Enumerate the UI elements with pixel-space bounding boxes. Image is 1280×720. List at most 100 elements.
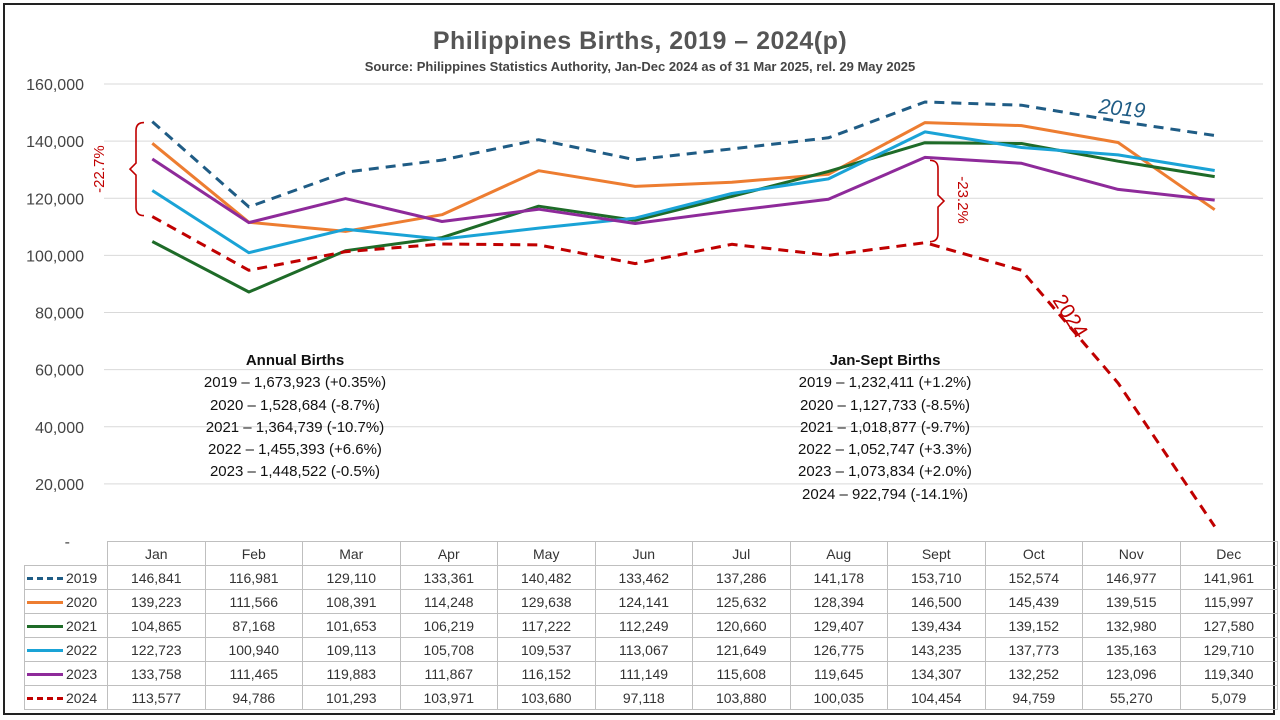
table-cell: 94,786 <box>204 685 303 710</box>
table-cell: 127,580 <box>1179 613 1278 638</box>
jan-sept-births-line: 2020 – 1,127,733 (-8.5%) <box>799 396 971 414</box>
table-cell: 105,708 <box>399 637 498 662</box>
jan-sept-births-line: 2024 – 922,794 (-14.1%) <box>802 485 968 503</box>
table-cell: 123,096 <box>1082 661 1181 686</box>
table-cell: 129,110 <box>302 565 401 590</box>
table-cell: 104,454 <box>887 685 986 710</box>
table-cell: 111,867 <box>399 661 498 686</box>
table-cell: 132,980 <box>1082 613 1181 638</box>
table-cell: 139,515 <box>1082 589 1181 614</box>
label-2024: 2024 <box>1048 290 1092 342</box>
legend-entry: 2024 <box>24 685 108 710</box>
legend-key <box>27 697 63 701</box>
y-tick-label: 40,000 <box>35 420 84 437</box>
x-tick-label: Dec <box>1179 541 1278 566</box>
y-tick-label: 140,000 <box>26 134 84 151</box>
table-row: 2021 104,865 87,168 101,653 106,219 117,222 11… <box>24 613 1278 638</box>
table-cell: 137,286 <box>692 565 791 590</box>
y-tick-label: 20,000 <box>35 477 84 494</box>
legend-entry: 2023 <box>24 661 108 686</box>
annual-births-heading: Annual Births <box>245 352 345 369</box>
table-cell: 124,141 <box>594 589 693 614</box>
series-line-2023 <box>151 155 1215 225</box>
table-cell: 97,118 <box>594 685 693 710</box>
table-cell: 146,500 <box>887 589 986 614</box>
label-2019: 2019 <box>1096 95 1146 123</box>
table-corner <box>25 542 108 566</box>
legend-label: 2023 <box>66 665 98 682</box>
table-cell: 119,645 <box>789 661 888 686</box>
annotation-jan-drop: -22.7% <box>91 145 108 193</box>
chart-subtitle: Source: Philippines Statistics Authority… <box>364 59 916 74</box>
legend-label: 2020 <box>66 593 98 610</box>
table-cell: 112,249 <box>594 613 693 638</box>
table-cell: 122,723 <box>107 637 206 662</box>
table-cell: 134,307 <box>887 661 986 686</box>
table-header-row: Jan Feb Mar Apr May Jun Jul Aug Sept Oct Nov Dec <box>25 541 1278 566</box>
x-tick-label: Mar <box>302 541 401 566</box>
x-tick-label: Sept <box>887 541 986 566</box>
jan-sept-births-line: 2021 – 1,018,877 (-9.7%) <box>799 418 971 436</box>
table-cell: 116,981 <box>204 565 303 590</box>
table-cell: 101,293 <box>302 685 401 710</box>
jan-sept-births-heading: Jan-Sept Births <box>829 352 941 369</box>
table-cell: 140,482 <box>497 565 596 590</box>
table-cell: 100,940 <box>204 637 303 662</box>
table-cell: 126,775 <box>789 637 888 662</box>
table-cell: 133,758 <box>107 661 206 686</box>
series-line-2019 <box>151 100 1215 209</box>
legend-key <box>27 577 63 581</box>
table-cell: 143,235 <box>887 637 986 662</box>
table-cell: 141,178 <box>789 565 888 590</box>
data-table: Jan Feb Mar Apr May Jun Jul Aug Sept Oct Nov Dec 201… <box>24 541 1278 710</box>
annual-births-line: 2022 – 1,455,393 (+6.6%) <box>208 441 382 459</box>
table-cell: 5,079 <box>1179 685 1278 710</box>
x-tick-label: Aug <box>789 541 888 566</box>
annual-births-note: Annual Births 2019 – 1,673,923 (+0.35%) … <box>160 350 430 484</box>
legend-entry: 2021 <box>24 613 108 638</box>
annual-births-line: 2023 – 1,448,522 (-0.5%) <box>209 463 381 481</box>
table-cell: 129,407 <box>789 613 888 638</box>
jan-sept-births-line: 2019 – 1,232,411 (+1.2%) <box>798 374 972 392</box>
table-cell: 113,577 <box>107 685 206 710</box>
x-tick-label: May <box>497 541 596 566</box>
table-cell: 115,608 <box>692 661 791 686</box>
table-cell: 121,649 <box>692 637 791 662</box>
x-tick-label: Oct <box>984 541 1083 566</box>
table-cell: 109,537 <box>497 637 596 662</box>
legend-label: 2019 <box>66 569 98 586</box>
table-cell: 125,632 <box>692 589 791 614</box>
table-cell: 145,439 <box>984 589 1083 614</box>
series-line-2024 <box>151 215 1216 528</box>
y-tick-label: 160,000 <box>26 77 84 94</box>
table-cell: 103,971 <box>399 685 498 710</box>
chart-frame <box>3 3 1275 715</box>
annotation-sept-drop: -23.2% <box>954 176 971 224</box>
table-cell: 146,977 <box>1082 565 1181 590</box>
table-cell: 87,168 <box>204 613 303 638</box>
y-tick-label: 100,000 <box>26 248 84 265</box>
table-cell: 55,270 <box>1082 685 1181 710</box>
table-cell: 117,222 <box>497 613 596 638</box>
table-cell: 141,961 <box>1179 565 1278 590</box>
legend-entry: 2020 <box>24 589 108 614</box>
y-tick-label: 120,000 <box>26 191 84 208</box>
table-cell: 109,113 <box>302 637 401 662</box>
legend-key <box>27 649 63 653</box>
series-line-2021 <box>151 141 1215 294</box>
table-cell: 120,660 <box>692 613 791 638</box>
y-tick-label: 60,000 <box>35 363 84 380</box>
table-cell: 111,465 <box>204 661 303 686</box>
table-cell: 113,067 <box>594 637 693 662</box>
jan-sept-births-note: Jan-Sept Births 2019 – 1,232,411 (+1.2%)… <box>750 350 1020 506</box>
series-line-2022 <box>151 130 1215 255</box>
x-tick-label: Jan <box>107 541 206 566</box>
table-cell: 133,361 <box>399 565 498 590</box>
table-cell: 114,248 <box>399 589 498 614</box>
annual-births-line: 2021 – 1,364,739 (-10.7%) <box>205 418 385 436</box>
table-cell: 137,773 <box>984 637 1083 662</box>
y-tick-label: 80,000 <box>35 306 84 323</box>
table-row: 2019 146,841 116,981 129,110 133,361 140,482 1… <box>24 565 1278 590</box>
jan-sept-births-line: 2022 – 1,052,747 (+3.3%) <box>798 441 972 459</box>
